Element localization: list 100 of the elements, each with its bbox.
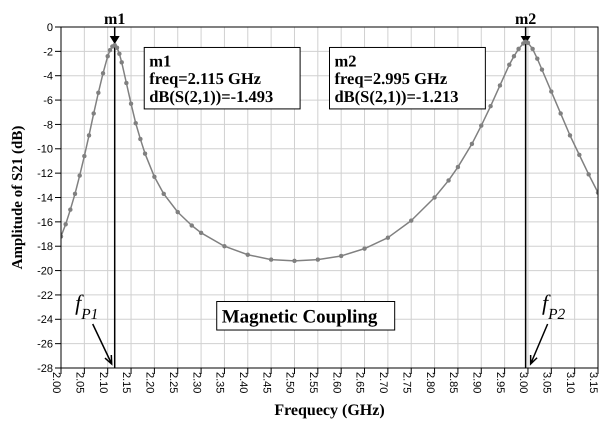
y-tick-label: -10	[37, 144, 53, 156]
y-axis-title: Amplitude of S21 (dB)	[10, 126, 26, 270]
point	[516, 46, 521, 52]
x-tick-label: 3.10	[564, 372, 576, 394]
x-tick-label: 2.80	[424, 372, 436, 394]
point	[507, 62, 512, 68]
annotation: Magnetic Coupling	[222, 306, 378, 328]
point	[114, 45, 120, 50]
point	[246, 252, 250, 257]
y-tick-label: -16	[37, 216, 53, 229]
point	[568, 133, 572, 138]
x-tick-label: 2.70	[377, 372, 390, 394]
x-tick-label: 2.30	[190, 372, 202, 394]
x-tick-label: 2.05	[74, 372, 86, 394]
x-tick-label: 2.85	[447, 372, 460, 394]
x-tick-label: 2.15	[120, 372, 132, 394]
annotation: m1 freq=2.115 GHz dB(S(2,1))=-1.493	[149, 51, 274, 106]
x-tick-label: 2.10	[96, 372, 109, 394]
point	[190, 223, 194, 228]
point	[68, 207, 73, 212]
point	[586, 172, 591, 177]
point	[558, 111, 563, 116]
point	[142, 151, 148, 156]
point	[479, 123, 484, 128]
point	[138, 136, 143, 142]
point	[119, 60, 124, 65]
y-tick-label: -6	[43, 94, 53, 107]
point	[133, 120, 138, 126]
point	[526, 40, 530, 46]
point	[386, 235, 390, 240]
point	[82, 154, 87, 158]
point	[222, 244, 227, 248]
point	[128, 101, 134, 106]
point	[549, 89, 554, 94]
y-tick-label: -26	[37, 338, 53, 351]
point	[124, 80, 129, 86]
y-tick-label: -14	[37, 192, 53, 204]
x-tick-label: 2.25	[166, 372, 179, 394]
x-tick-label: 2.20	[144, 372, 156, 394]
point	[338, 254, 344, 258]
x-tick-label: 2.35	[214, 372, 226, 394]
y-tick-label: -2	[43, 46, 53, 58]
y-tick-label: -22	[37, 290, 53, 302]
y-tick-label: -20	[37, 265, 53, 278]
point	[96, 90, 101, 96]
ref-line-label: m1	[104, 11, 126, 28]
point	[175, 210, 180, 214]
point	[292, 258, 297, 264]
point	[117, 52, 122, 56]
annotation: f$_{P1}$	[75, 290, 98, 322]
point	[72, 192, 78, 196]
point	[362, 246, 367, 251]
y-tick-label: -12	[37, 168, 53, 180]
x-tick-label: 2.40	[236, 372, 249, 394]
x-tick-label: 2.75	[400, 372, 412, 394]
y-tick-label: -28	[37, 362, 53, 375]
point	[488, 104, 493, 108]
x-tick-label: 2.00	[50, 372, 62, 394]
point	[577, 152, 582, 158]
x-tick-label: 2.95	[494, 372, 506, 394]
annotation: m2 freq=2.995 GHz dB(S(2,1))=-1.213	[334, 51, 458, 106]
annotation: f$_{P2}$	[542, 290, 566, 322]
point	[108, 48, 112, 52]
point	[408, 218, 414, 223]
point	[105, 54, 110, 58]
x-axis-title: Frequecy (GHz)	[274, 402, 385, 419]
y-tick-label: -18	[37, 241, 53, 254]
x-tick-label: 3.05	[540, 372, 552, 394]
point	[100, 71, 106, 76]
point	[63, 222, 68, 227]
ref-line-label: m2	[514, 11, 536, 28]
point	[77, 173, 82, 178]
point	[86, 133, 92, 138]
y-tick-label: 0	[46, 22, 53, 34]
point	[198, 230, 204, 236]
point	[456, 164, 460, 170]
x-tick-label: 2.45	[260, 372, 272, 394]
y-tick-label: -24	[37, 314, 53, 326]
point	[540, 67, 544, 72]
x-tick-label: 2.55	[307, 372, 320, 394]
point	[446, 178, 451, 183]
x-tick-label: 3.15	[587, 372, 600, 394]
point	[470, 142, 474, 146]
point	[535, 56, 540, 61]
x-tick-label: 2.60	[330, 372, 342, 394]
x-tick-label: 3.00	[517, 372, 530, 394]
point	[91, 111, 96, 116]
point	[268, 257, 274, 262]
y-tick-label: -4	[43, 70, 53, 83]
point	[498, 83, 502, 88]
point	[161, 192, 166, 196]
point	[432, 195, 437, 200]
x-tick-label: 2.65	[354, 372, 366, 394]
x-tick-label: 2.90	[470, 372, 482, 394]
point	[316, 257, 320, 262]
point	[152, 174, 157, 180]
point	[512, 54, 516, 58]
point	[530, 46, 535, 52]
y-tick-label: -8	[43, 119, 53, 132]
x-tick-label: 2.50	[284, 372, 296, 394]
